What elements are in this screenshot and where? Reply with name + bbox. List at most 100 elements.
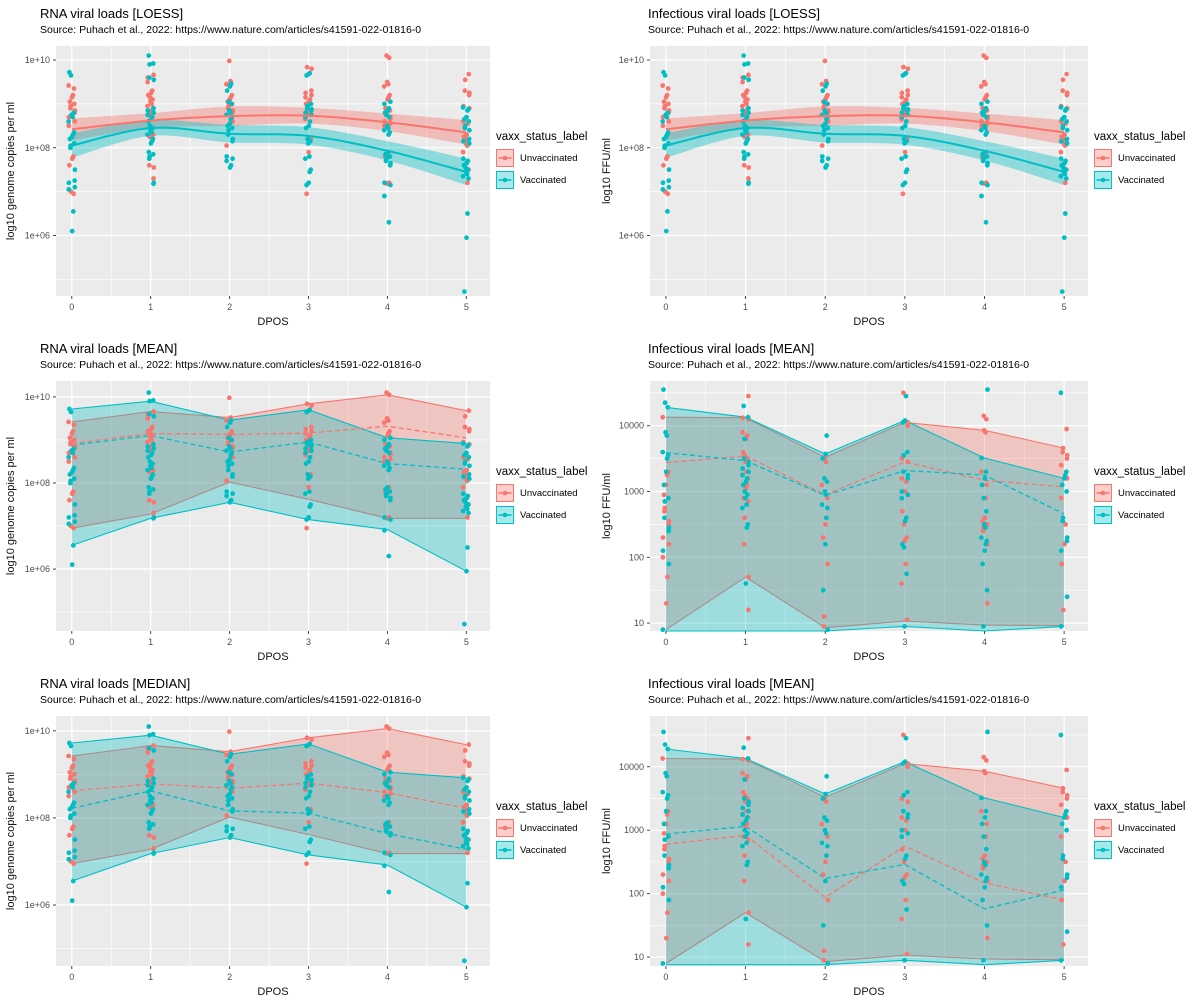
y-axis-title: log10 FFU/ml xyxy=(601,808,613,874)
legend-item-vaccinated: Vaccinated xyxy=(1094,841,1198,859)
y-tick-label: 10 xyxy=(634,952,644,962)
envelope-ribbon-vaccinated xyxy=(71,735,467,908)
y-axis-title: log10 genome copies per ml xyxy=(5,102,17,240)
envelope-min-line-unvaccinated xyxy=(71,816,467,865)
x-tick-label: 1 xyxy=(743,302,748,312)
legend-item-label: Unvaccinated xyxy=(1118,152,1176,164)
x-tick-label: 4 xyxy=(982,302,987,312)
x-tick-label: 2 xyxy=(227,972,232,982)
center-line-unvaccinated xyxy=(71,425,467,445)
legend-item-unvaccinated: Unvaccinated xyxy=(1094,149,1198,167)
x-axis-title: DPOS xyxy=(257,986,288,998)
legend-item-label: Unvaccinated xyxy=(520,822,578,834)
subplot-inf-loess: Infectious viral loads [LOESS] Source: Pu… xyxy=(600,0,1200,335)
legend-item-label: Unvaccinated xyxy=(520,152,578,164)
x-tick-label: 1 xyxy=(148,637,153,647)
legend-key-unvaccinated-icon xyxy=(496,819,514,837)
envelope-max-line-vaccinated xyxy=(665,748,1065,819)
chart-title: Infectious viral loads [LOESS] xyxy=(648,6,820,21)
chart-title: Infectious viral loads [MEAN] xyxy=(648,341,815,356)
y-axis-title: log10 genome copies per ml xyxy=(5,772,17,910)
legend-key-unvaccinated-icon xyxy=(1094,819,1112,837)
x-axis-title: DPOS xyxy=(257,651,288,663)
legend: vaxx_status_label Unvaccinated Vaccinated xyxy=(1094,131,1198,193)
legend-key-vaccinated-icon xyxy=(496,506,514,524)
y-tick-label: 100 xyxy=(629,552,644,562)
y-tick-label: 1e+08 xyxy=(619,143,644,153)
envelope-ribbon-unvaccinated xyxy=(71,728,467,864)
x-tick-label: 2 xyxy=(823,972,828,982)
chart-title: Infectious viral loads [MEAN] xyxy=(648,676,815,691)
x-tick-label: 5 xyxy=(464,972,469,982)
legend: vaxx_status_label Unvaccinated Vaccinated xyxy=(1094,466,1198,528)
y-tick-label: 1e+08 xyxy=(25,813,50,823)
chart-subtitle: Source: Puhach et al., 2022: https://www… xyxy=(648,694,1030,706)
plot-area-inf-loess: 0 1 2 3 4 5 1e+06 1e+08 1e+10 DPOS log10 FFU/ml xyxy=(601,46,1088,328)
legend-item-vaccinated: Vaccinated xyxy=(496,841,600,859)
x-tick-label: 5 xyxy=(1062,972,1067,982)
legend-item-unvaccinated: Unvaccinated xyxy=(496,819,600,837)
loess-ribbon-unvaccinated xyxy=(71,106,467,145)
chart-title: RNA viral loads [LOESS] xyxy=(40,6,184,21)
axis-ticks xyxy=(53,396,467,634)
x-axis-title: DPOS xyxy=(257,316,288,328)
x-axis-title: DPOS xyxy=(853,986,884,998)
panel-bg xyxy=(650,381,1088,631)
legend-item-vaccinated: Vaccinated xyxy=(1094,506,1198,524)
chart-subtitle: Source: Puhach et al., 2022: https://www… xyxy=(648,359,1030,371)
legend-title: vaxx_status_label xyxy=(1094,466,1186,478)
subplot-rna-median: RNA viral loads [MEDIAN] Source: Puhach e… xyxy=(0,670,600,1005)
scatter-points-vaccinated xyxy=(66,390,472,627)
center-line-vaccinated xyxy=(71,434,467,470)
x-tick-label: 0 xyxy=(69,972,74,982)
legend-item-unvaccinated: Unvaccinated xyxy=(496,484,600,502)
legend-item-label: Unvaccinated xyxy=(1118,822,1176,834)
plot-area-rna-median: 0 1 2 3 4 5 1e+06 1e+08 1e+10 DPOS log10 genome co… xyxy=(5,716,490,998)
chart-subtitle: Source: Puhach et al., 2022: https://www… xyxy=(40,694,422,706)
center-line-vaccinated xyxy=(665,825,1065,910)
legend-title: vaxx_status_label xyxy=(496,131,588,143)
panel-bg xyxy=(56,381,490,631)
y-axis-title: log10 FFU/ml xyxy=(601,138,613,204)
subplot-rna-mean: RNA viral loads [MEAN] Source: Puhach et … xyxy=(0,335,600,670)
legend-item-label: Unvaccinated xyxy=(1118,487,1176,499)
x-tick-label: 2 xyxy=(823,302,828,312)
x-tick-label: 2 xyxy=(227,637,232,647)
legend: vaxx_status_label Unvaccinated Vaccinated xyxy=(496,131,600,193)
y-tick-label: 1e+10 xyxy=(25,726,50,736)
scatter-points-vaccinated xyxy=(660,387,1070,633)
chart-title: RNA viral loads [MEAN] xyxy=(40,341,178,356)
plot-area-rna-loess: 0 1 2 3 4 5 1e+06 1e+08 1e+10 DPOS log10 genome co… xyxy=(5,46,490,328)
axis-ticks xyxy=(647,766,1065,969)
y-tick-label: 10000 xyxy=(619,762,644,772)
y-tick-label: 1e+08 xyxy=(25,478,50,488)
scatter-points-unvaccinated xyxy=(660,732,1070,963)
x-tick-label: 3 xyxy=(902,302,907,312)
envelope-max-line-unvaccinated xyxy=(71,394,467,423)
envelope-max-line-vaccinated xyxy=(71,734,467,779)
legend-item-label: Vaccinated xyxy=(520,509,567,521)
legend-item-label: Vaccinated xyxy=(1118,844,1165,856)
axis-ticks xyxy=(647,59,1065,299)
envelope-ribbon-vaccinated xyxy=(665,407,1065,631)
y-tick-label: 10000 xyxy=(619,421,644,431)
legend-item-unvaccinated: Unvaccinated xyxy=(1094,484,1198,502)
plot-area-inf-mean-2: 0 1 2 3 4 5 10 100 1000 10000 DPOS log10 FFU/ml xyxy=(601,716,1088,998)
plot-area-inf-mean: 0 1 2 3 4 5 10 100 1000 10000 DPOS log10 FFU/ml xyxy=(601,381,1088,663)
legend-item-unvaccinated: Unvaccinated xyxy=(1094,819,1198,837)
x-tick-label: 5 xyxy=(1062,302,1067,312)
center-line-vaccinated xyxy=(71,790,467,850)
x-tick-label: 4 xyxy=(385,972,390,982)
envelope-max-line-unvaccinated xyxy=(71,728,467,757)
legend: vaxx_status_label Unvaccinated Vaccinated xyxy=(496,801,600,863)
envelope-ribbon-vaccinated xyxy=(71,401,467,572)
legend-title: vaxx_status_label xyxy=(496,466,588,478)
y-tick-label: 1000 xyxy=(624,825,644,835)
y-tick-label: 100 xyxy=(629,889,644,899)
center-line-vaccinated xyxy=(665,452,1065,515)
legend-key-vaccinated-icon xyxy=(496,171,514,189)
envelope-ribbon-unvaccinated xyxy=(665,758,1065,964)
scatter-points-vaccinated xyxy=(66,53,472,294)
legend-item-vaccinated: Vaccinated xyxy=(496,171,600,189)
